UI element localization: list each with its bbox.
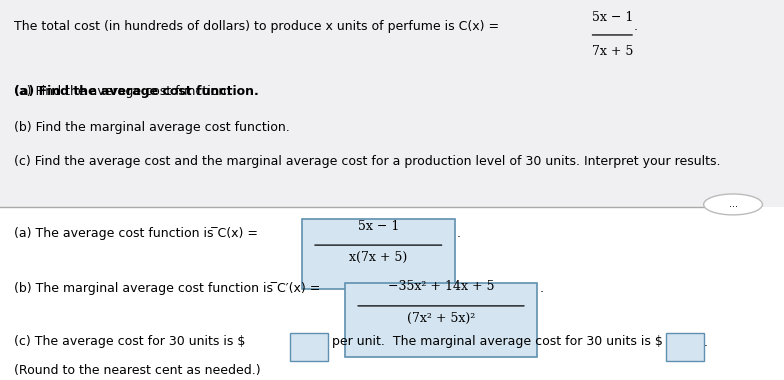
Text: 5x − 1: 5x − 1 xyxy=(592,11,633,24)
FancyBboxPatch shape xyxy=(0,207,784,380)
FancyBboxPatch shape xyxy=(666,332,704,361)
Text: .: . xyxy=(633,20,637,33)
Text: .: . xyxy=(457,227,461,240)
Text: per unit.  The marginal average cost for 30 units is $: per unit. The marginal average cost for … xyxy=(328,336,662,348)
Ellipse shape xyxy=(704,194,762,215)
Text: (a) Find the average cost function.: (a) Find the average cost function. xyxy=(14,85,259,98)
Text: (c) Find the average cost and the marginal average cost for a production level o: (c) Find the average cost and the margin… xyxy=(14,155,720,168)
FancyBboxPatch shape xyxy=(345,283,537,357)
Text: (7x² + 5x)²: (7x² + 5x)² xyxy=(407,312,475,325)
Text: x(7x + 5): x(7x + 5) xyxy=(349,251,408,264)
FancyBboxPatch shape xyxy=(0,0,784,207)
Text: (b) Find the marginal average cost function.: (b) Find the marginal average cost funct… xyxy=(14,121,290,134)
Text: .: . xyxy=(539,282,543,295)
FancyBboxPatch shape xyxy=(302,218,455,289)
Text: −35x² + 14x + 5: −35x² + 14x + 5 xyxy=(388,280,494,293)
FancyBboxPatch shape xyxy=(290,332,328,361)
Text: (Round to the nearest cent as needed.): (Round to the nearest cent as needed.) xyxy=(14,364,261,377)
Text: ...: ... xyxy=(728,200,738,209)
Text: 5x − 1: 5x − 1 xyxy=(358,220,399,233)
Text: (b) The marginal average cost function is ̅C′(x) =: (b) The marginal average cost function i… xyxy=(14,282,325,295)
Text: 7x + 5: 7x + 5 xyxy=(592,45,633,58)
Text: (a) Find the average cost function.: (a) Find the average cost function. xyxy=(14,85,230,98)
Text: .: . xyxy=(704,336,708,348)
Text: The total cost (in hundreds of dollars) to produce x units of perfume is C(x) =: The total cost (in hundreds of dollars) … xyxy=(14,20,503,33)
Text: (a) The average cost function is ̅C(x) =: (a) The average cost function is ̅C(x) = xyxy=(14,227,262,240)
Text: (c) The average cost for 30 units is $: (c) The average cost for 30 units is $ xyxy=(14,336,245,348)
